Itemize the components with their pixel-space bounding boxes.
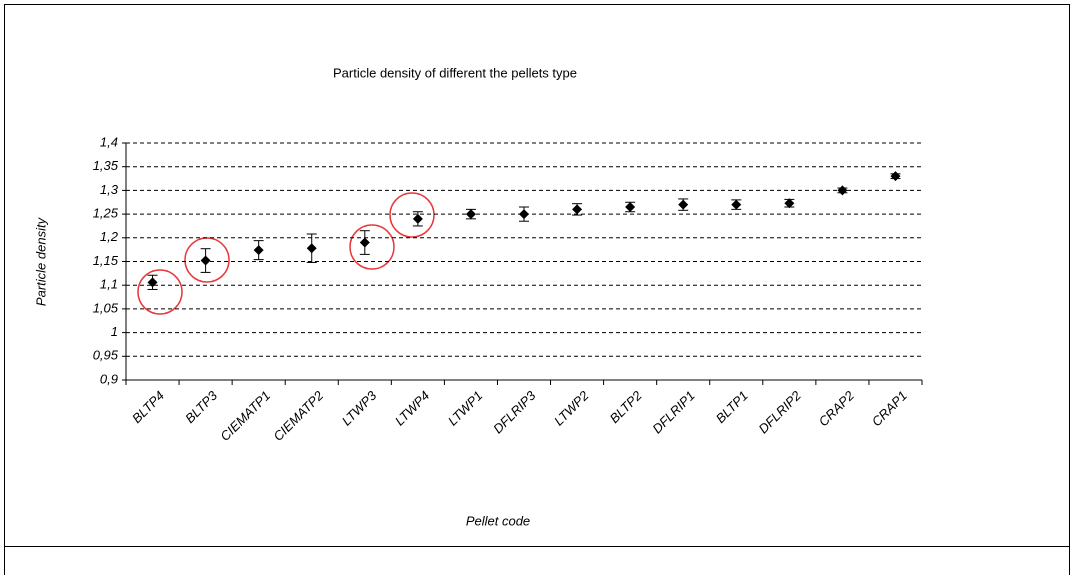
x-tick-label: BLTP4 bbox=[129, 388, 167, 426]
point bbox=[359, 237, 370, 248]
error-point bbox=[359, 230, 370, 255]
y-tick-label: 1,3 bbox=[100, 182, 119, 197]
error-point bbox=[306, 233, 317, 263]
x-tick-label: LTWP1 bbox=[445, 388, 486, 429]
error-point bbox=[200, 248, 211, 273]
y-tick-label: 1,2 bbox=[100, 229, 119, 244]
point bbox=[890, 171, 901, 182]
error-point bbox=[678, 198, 689, 211]
x-tick-label: CRAP1 bbox=[869, 388, 910, 429]
point bbox=[519, 209, 529, 220]
x-tick-label: BLTP2 bbox=[607, 387, 646, 426]
frame bbox=[4, 4, 1070, 575]
x-tick-label: DFLRIP3 bbox=[490, 387, 539, 436]
chart-title: Particle density of different the pellet… bbox=[333, 65, 577, 80]
error-point bbox=[837, 185, 848, 196]
x-tick-label: LTWP4 bbox=[392, 388, 433, 429]
y-tick-label: 0,95 bbox=[93, 348, 119, 363]
error-point bbox=[253, 240, 264, 261]
x-tick-label: LTWP2 bbox=[551, 387, 592, 428]
x-tick-label: BLTP3 bbox=[182, 387, 221, 426]
point bbox=[306, 243, 317, 254]
highlight-circle bbox=[137, 269, 183, 315]
point bbox=[625, 201, 636, 212]
point bbox=[253, 245, 264, 256]
error-point bbox=[147, 274, 158, 290]
x-tick-label: BLTP1 bbox=[713, 388, 751, 426]
y-tick-label: 1,1 bbox=[100, 277, 118, 292]
y-tick-label: 0,9 bbox=[100, 371, 118, 386]
y-tick-label: 1,05 bbox=[93, 300, 119, 315]
point bbox=[837, 185, 848, 196]
point bbox=[678, 199, 689, 210]
y-tick-label: 1 bbox=[111, 324, 118, 339]
point bbox=[147, 277, 158, 288]
error-point bbox=[890, 171, 901, 182]
error-point bbox=[465, 208, 476, 220]
point bbox=[200, 255, 211, 266]
x-tick-label: DFLRIP1 bbox=[649, 388, 697, 436]
error-point bbox=[731, 199, 742, 210]
error-point bbox=[519, 206, 529, 222]
y-tick-label: 1,15 bbox=[93, 253, 119, 268]
error-point bbox=[625, 201, 636, 213]
x-axis-label: Pellet code bbox=[466, 513, 530, 528]
x-tick-label: CIEMATP1 bbox=[217, 388, 273, 444]
highlight-circles bbox=[137, 192, 435, 315]
x-tick-label: DFLRIP2 bbox=[755, 387, 804, 436]
highlight-circle bbox=[349, 224, 395, 270]
y-tick-label: 1,25 bbox=[93, 206, 119, 221]
error-point bbox=[412, 211, 423, 227]
point bbox=[731, 199, 742, 210]
y-tick-label: 1,4 bbox=[100, 134, 118, 149]
x-tick-label: CRAP2 bbox=[816, 387, 858, 429]
point bbox=[412, 213, 423, 224]
error-point bbox=[784, 198, 795, 209]
x-tick-label: CIEMATP2 bbox=[270, 387, 326, 443]
error-point bbox=[572, 203, 583, 216]
point bbox=[572, 204, 583, 215]
y-axis-label: Particle density bbox=[33, 216, 48, 306]
point bbox=[784, 198, 795, 209]
y-tick-label: 1,35 bbox=[93, 158, 119, 173]
x-tick-label: LTWP3 bbox=[339, 387, 380, 428]
point bbox=[465, 209, 476, 220]
highlight-circle bbox=[389, 192, 435, 238]
